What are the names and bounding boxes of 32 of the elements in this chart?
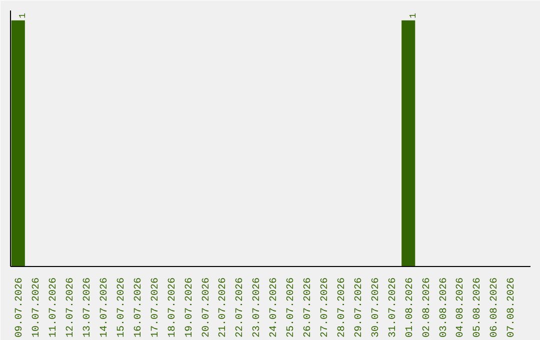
- x-tick-label: 23.07.2026: [252, 277, 264, 338]
- x-tick-label: 05.08.2026: [472, 277, 484, 338]
- x-tick-label: 18.07.2026: [167, 277, 178, 338]
- x-tick-label: 10.07.2026: [32, 277, 43, 338]
- x-tick-label: 24.07.2026: [269, 277, 280, 338]
- x-tick-label: 12.07.2026: [66, 277, 77, 338]
- x-tick-label: 07.08.2026: [506, 277, 518, 338]
- x-tick-label: 11.07.2026: [48, 277, 60, 338]
- x-tick-label: 30.07.2026: [370, 277, 382, 338]
- x-tick-label: 14.07.2026: [99, 277, 110, 338]
- data-label: 1: [408, 12, 418, 18]
- x-tick-label: 06.08.2026: [490, 277, 501, 338]
- x-tick-label: 26.07.2026: [303, 277, 314, 338]
- x-tick-label: 21.07.2026: [218, 277, 230, 338]
- data-label: 1: [18, 12, 28, 18]
- x-tick-label: 02.08.2026: [422, 277, 433, 338]
- x-tick-label: 04.08.2026: [456, 277, 467, 338]
- x-tick-label: 09.07.2026: [14, 277, 26, 338]
- x-tick-label: 17.07.2026: [150, 277, 162, 338]
- x-tick-label: 27.07.2026: [320, 277, 332, 338]
- x-tick-label: 01.08.2026: [404, 277, 416, 338]
- x-tick-label: 31.07.2026: [388, 277, 399, 338]
- x-tick-label: 16.07.2026: [133, 277, 144, 338]
- x-tick-label: 15.07.2026: [116, 277, 128, 338]
- x-tick-label: 25.07.2026: [286, 277, 298, 338]
- x-tick-label: 28.07.2026: [336, 277, 348, 338]
- x-tick-label: 13.07.2026: [82, 277, 94, 338]
- x-tick-label: 22.07.2026: [235, 277, 246, 338]
- x-tick-label: 29.07.2026: [354, 277, 365, 338]
- x-tick-label: 20.07.2026: [201, 277, 212, 338]
- x-tick-label: 19.07.2026: [184, 277, 196, 338]
- x-tick-label: 03.08.2026: [438, 277, 450, 338]
